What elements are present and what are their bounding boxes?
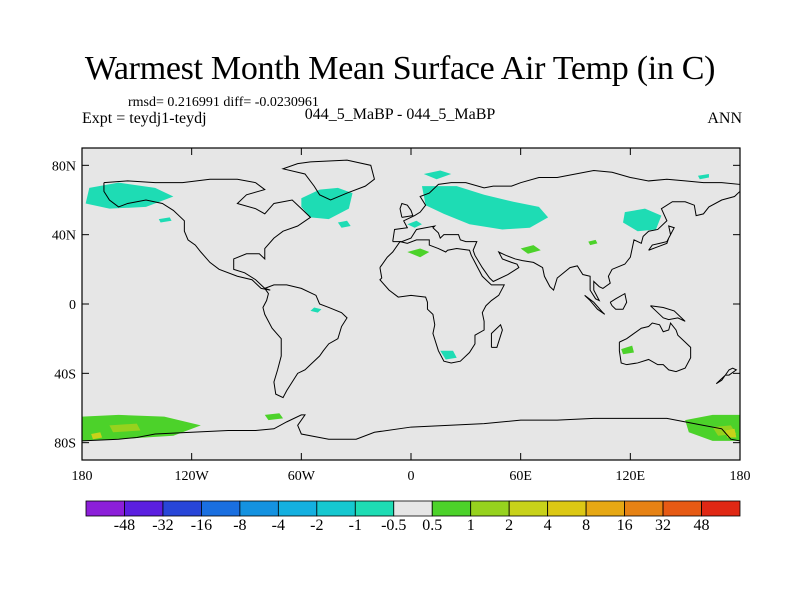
colorbar-swatch <box>508 500 549 517</box>
colorbar-label: -1 <box>348 517 362 534</box>
lon-tick-label: 0 <box>408 469 415 484</box>
anomaly-north-america-west <box>85 182 174 209</box>
anomaly-east-asia <box>623 208 662 232</box>
colorbar-label: 48 <box>693 517 710 534</box>
colorbar-swatch <box>162 500 202 517</box>
colorbar-label: 1 <box>466 517 475 534</box>
lat-tick-label: 0 <box>69 298 76 313</box>
anomaly-antarctic-hot-spot <box>725 428 737 438</box>
anomaly-east-coast-small <box>337 220 351 228</box>
coast-indonesia <box>584 294 606 315</box>
colorbar-swatch <box>316 500 356 517</box>
map-background <box>82 148 740 460</box>
colorbar-swatch <box>624 500 664 517</box>
colorbar-swatch <box>585 500 625 517</box>
anomaly-africa-north <box>407 248 430 258</box>
coast-borneo <box>609 292 628 310</box>
anomaly-russia-small <box>697 174 709 180</box>
colorbar-swatch <box>431 500 472 517</box>
colorbar-label: -16 <box>190 517 213 534</box>
coast-madagascar <box>490 323 503 348</box>
anomaly-africa-south <box>440 350 457 360</box>
anomaly-australia <box>621 345 634 355</box>
anomaly-asia-mid <box>520 245 541 254</box>
coast-north-america <box>103 178 312 291</box>
coast-greenland <box>281 159 376 201</box>
lon-tick-label: 120W <box>175 469 210 484</box>
colorbar-label: 2 <box>505 517 514 534</box>
colorbar-label: -48 <box>113 517 136 534</box>
lat-tick-label: 40S <box>54 367 76 382</box>
colorbar-swatch <box>354 500 395 517</box>
anomaly-south-america <box>310 307 322 313</box>
colorbar-label: 32 <box>655 517 672 534</box>
coast-new-zealand <box>715 367 738 385</box>
colorbar-swatch <box>393 500 433 517</box>
colorbar-swatch <box>277 500 318 517</box>
colorbar-swatch <box>124 500 164 517</box>
colorbar-label: -4 <box>271 517 286 534</box>
anomaly-antarctic-warm-spot <box>109 423 141 433</box>
stats-label: rmsd= 0.216991 diff= -0.0230961 <box>128 95 319 110</box>
comparison-label: 044_5_MaBP - 044_5_MaBP <box>304 106 496 123</box>
anomaly-east-asia-small <box>588 239 598 246</box>
lon-tick-label: 180 <box>730 469 751 484</box>
colorbar-label: -0.5 <box>381 517 407 534</box>
lat-tick-label: 80N <box>52 159 76 174</box>
lon-tick-label: 60E <box>509 469 532 484</box>
lon-tick-label: 120E <box>616 469 646 484</box>
coast-british-isles <box>399 202 414 218</box>
colorbar-label: -2 <box>310 517 324 534</box>
season-label: ANN <box>707 110 742 127</box>
colorbar-label: -8 <box>233 517 247 534</box>
colorbar <box>85 500 741 517</box>
coast-new-guinea <box>650 305 686 322</box>
coast-japan <box>648 225 675 251</box>
lon-tick-label: 60W <box>288 469 316 484</box>
coast-antarctica <box>81 414 741 442</box>
anomaly-antarctic-hot-spot <box>91 432 103 440</box>
colorbar-swatch <box>201 500 241 517</box>
colorbar-swatch <box>662 500 702 517</box>
anomaly-layer <box>82 170 740 441</box>
coast-eurasia <box>392 170 741 302</box>
anomaly-north-america-dot <box>158 217 172 223</box>
anomaly-europe-small <box>407 220 422 228</box>
coast-africa <box>379 239 506 364</box>
colorbar-swatch <box>701 500 741 517</box>
anomaly-antarctic-peninsula <box>264 413 284 421</box>
anomaly-siberia <box>421 186 549 230</box>
colorbar-label: 0.5 <box>422 517 443 534</box>
lat-tick-label: 40N <box>52 229 76 244</box>
colorbar-label: 16 <box>616 517 633 534</box>
anomaly-scandinavia <box>423 170 452 180</box>
map-title: Warmest Month Mean Surface Air Temp (in … <box>84 50 716 87</box>
experiment-label: Expt = teydj1-teydj <box>82 110 207 127</box>
colorbar-swatch <box>239 500 279 517</box>
colorbar-label: -32 <box>152 517 174 534</box>
axis-ticks: 80N 40N 0 40S 80S 180 120W 60W 0 60E 120E 180 <box>52 148 751 484</box>
colorbar-label: 4 <box>543 517 552 534</box>
coast-australia <box>618 321 692 373</box>
colorbar-swatch <box>85 500 125 517</box>
coastline-layer <box>81 159 741 442</box>
lat-tick-label: 80S <box>54 437 76 452</box>
lon-tick-label: 180 <box>72 469 93 484</box>
colorbar-swatch <box>470 500 510 517</box>
colorbar-label: 8 <box>582 517 591 534</box>
anomaly-antarctic-west <box>82 414 201 441</box>
colorbar-swatch <box>547 500 587 517</box>
coast-south-america <box>262 284 348 399</box>
